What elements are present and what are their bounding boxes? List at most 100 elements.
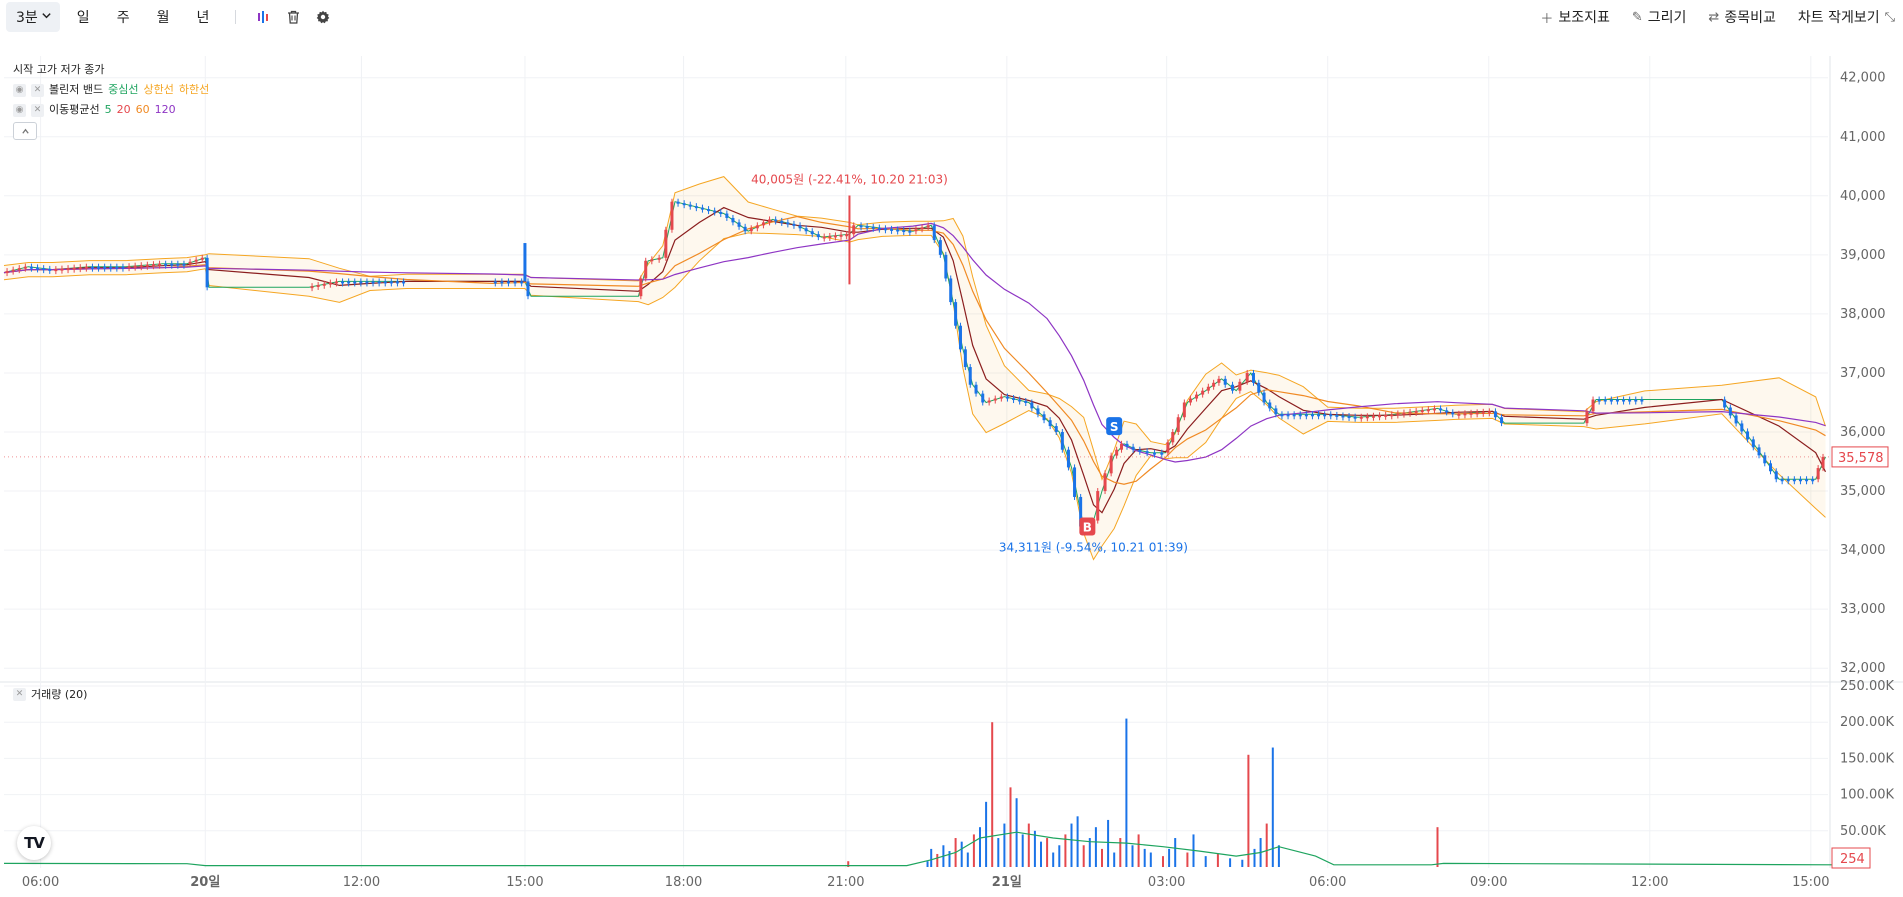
candle-body (804, 228, 808, 232)
candle-body (1138, 449, 1142, 452)
price-tick-label: 33,000 (1840, 602, 1886, 617)
small-chart-button[interactable]: 차트 작게보기 ⤡ (1798, 7, 1895, 27)
candle-body (334, 281, 338, 284)
candle-body (1780, 479, 1784, 482)
price-tick-label: 38,000 (1840, 307, 1886, 322)
candle-body (719, 212, 723, 215)
candle-body (1603, 399, 1607, 402)
candle-body (1262, 392, 1266, 403)
candle-body (761, 222, 765, 226)
tab-day[interactable]: 일 (76, 10, 90, 26)
candle-body (1500, 417, 1504, 424)
candle-body (1347, 416, 1351, 419)
indicator-legend: 시작 고가 저가 종가 ◉ ✕ 볼린저 밴드 중심선 상한선 하한선 ◉ ✕ 이… (13, 60, 209, 140)
last-volume-label: 254 (1840, 852, 1865, 867)
candle-body (920, 227, 924, 230)
candle-body (1751, 439, 1755, 448)
indicators-button[interactable]: ＋ 보조지표 (1540, 7, 1610, 27)
small-chart-label: 차트 작게보기 (1797, 10, 1880, 26)
candle-body (1786, 479, 1790, 482)
ma-120-line (3, 222, 1826, 463)
candle-body (871, 226, 875, 229)
tab-month[interactable]: 월 (156, 10, 170, 26)
candle-body (1048, 420, 1052, 427)
price-tick-label: 32,000 (1840, 661, 1886, 676)
bollinger-middle: 중심선 (108, 83, 139, 96)
close-icon[interactable]: ✕ (31, 83, 44, 97)
time-tick-label: 20일 (190, 875, 220, 890)
candle-body (1746, 431, 1750, 440)
compare-button[interactable]: ⇄ 종목비교 (1708, 7, 1775, 27)
legend-collapse-button[interactable] (13, 122, 37, 140)
candle-body (1757, 447, 1761, 456)
candle-body (914, 229, 918, 232)
volume-bar (948, 851, 951, 867)
candle-body (1268, 402, 1272, 409)
chart-axes: 42,000 41,000 40,000 39,000 38,000 37,000 36,0… (22, 71, 1895, 890)
price-tick-label: 39,000 (1840, 248, 1886, 263)
candle-body (84, 266, 88, 269)
candle-body (1469, 412, 1473, 415)
volume-bar (1094, 827, 1097, 867)
candle-body (1475, 412, 1479, 415)
candle-body (1103, 473, 1107, 492)
time-tick-label: 06:00 (1309, 875, 1346, 890)
draw-button[interactable]: ✎ 그리기 (1632, 7, 1687, 27)
interval-select[interactable]: 3분 (6, 2, 60, 32)
ma-60-line (3, 215, 1826, 485)
candle-body (664, 229, 668, 258)
candle-body (1408, 411, 1412, 414)
candle-body (1805, 479, 1809, 482)
tradingview-logo[interactable]: TV (17, 826, 51, 860)
candle-body (859, 225, 863, 228)
candle-body (839, 234, 843, 237)
volume-bar (960, 841, 963, 867)
plus-icon: ＋ (1540, 11, 1554, 27)
volume-bar (1186, 852, 1189, 867)
gear-icon[interactable] (308, 2, 338, 32)
candle-body (1390, 414, 1394, 417)
volume-bar (936, 853, 939, 867)
candle-body (944, 254, 948, 279)
candle-body (713, 210, 717, 213)
candle-body (792, 223, 796, 226)
tab-year[interactable]: 년 (196, 10, 210, 26)
candle-body (1304, 414, 1308, 417)
candle-body (493, 281, 497, 284)
candle-body (310, 286, 314, 289)
candle-body (1036, 408, 1040, 415)
close-icon[interactable]: ✕ (13, 687, 26, 701)
candle-type-icon[interactable] (248, 2, 278, 32)
volume-tick-label: 50.00K (1840, 824, 1886, 839)
candle-body (1451, 412, 1455, 415)
volume-bar (1082, 845, 1085, 867)
chevron-up-icon (21, 128, 29, 134)
trash-icon[interactable] (278, 2, 308, 32)
candle-body (1120, 443, 1124, 450)
price-tick-label: 35,000 (1840, 484, 1886, 499)
chart-toolbar: 3분 일 주 월 년 ＋ (0, 0, 1903, 34)
candle-body (1463, 413, 1467, 416)
eye-icon[interactable]: ◉ (13, 103, 26, 117)
candle-body (1353, 416, 1357, 419)
candle-body (1371, 415, 1375, 418)
candle-body (1206, 386, 1210, 391)
time-tick-label: 21:00 (827, 875, 864, 890)
close-icon[interactable]: ✕ (31, 103, 44, 117)
volume-bar (966, 852, 969, 867)
time-tick-label: 15:00 (506, 875, 543, 890)
candle-body (896, 229, 900, 232)
candle-body (1171, 432, 1175, 443)
eye-icon[interactable]: ◉ (13, 83, 26, 97)
candle-body (1274, 408, 1278, 415)
volume-bar (1247, 754, 1250, 867)
candle-body (1774, 471, 1778, 480)
candle-body (1445, 410, 1449, 413)
candle-body (670, 201, 674, 230)
volume-bar (1241, 859, 1244, 867)
candle-body (1115, 449, 1119, 456)
tab-week[interactable]: 주 (116, 10, 130, 26)
candle-body (987, 400, 991, 403)
candle-body (1292, 414, 1296, 417)
